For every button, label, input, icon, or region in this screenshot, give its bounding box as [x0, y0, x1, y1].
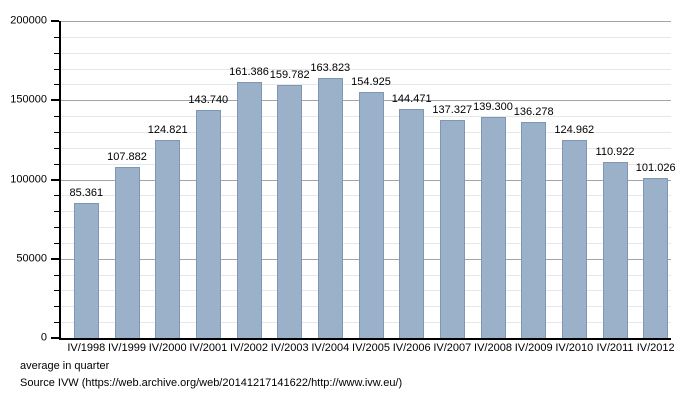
- chart-note: average in quarter: [20, 360, 110, 372]
- bar: [73, 202, 99, 338]
- bar: [602, 162, 628, 338]
- y-axis-minor-tick: [54, 131, 59, 133]
- x-axis-tick-label: IV/2008: [474, 342, 512, 354]
- x-axis-tick-label: IV/1999: [108, 342, 146, 354]
- bar: [317, 78, 343, 338]
- major-gridline: [61, 21, 671, 22]
- y-axis-minor-tick: [54, 242, 59, 244]
- bar-value-label: 101.026: [635, 161, 676, 174]
- y-axis-minor-tick: [54, 147, 59, 149]
- bar: [155, 140, 181, 338]
- y-axis-tick-label: 150000: [10, 93, 47, 106]
- x-axis-tick-label: IV/2007: [433, 342, 472, 354]
- bar-value-label: 110.922: [595, 146, 635, 159]
- y-axis-minor-tick: [54, 211, 59, 213]
- chart-source: Source IVW (https://web.archive.org/web/…: [20, 377, 403, 389]
- bar: [480, 117, 506, 338]
- x-axis-tick-label: IV/2002: [230, 342, 268, 354]
- minor-gridline: [61, 68, 671, 70]
- bar: [439, 120, 465, 338]
- bar-value-label: 163.823: [310, 62, 351, 75]
- bar-value-label: 124.821: [147, 124, 188, 137]
- bar-value-label: 137.327: [432, 104, 473, 117]
- bar-value-label: 143.740: [188, 94, 229, 107]
- minor-gridline: [61, 36, 671, 38]
- minor-gridline: [61, 52, 671, 54]
- x-axis-tick-label: IV/1998: [67, 342, 106, 354]
- minor-gridline: [61, 84, 671, 86]
- bar: [561, 139, 587, 338]
- y-axis-major-tick: [51, 20, 59, 22]
- y-axis-minor-tick: [54, 195, 59, 197]
- y-axis: 0 50000 100000 150000 200000: [0, 15, 59, 343]
- x-axis-tick-label: IV/2003: [270, 342, 309, 354]
- x-axis-tick-label: IV/2005: [352, 342, 390, 354]
- y-axis-major-tick: [51, 257, 59, 260]
- x-axis-tick-label: IV/2010: [555, 342, 594, 354]
- x-axis-tick-label: IV/2012: [636, 342, 675, 354]
- y-axis-minor-tick: [54, 116, 59, 118]
- y-axis-major-tick: [51, 337, 59, 339]
- y-axis-minor-tick: [54, 274, 59, 276]
- x-axis-tick-label: IV/2006: [392, 342, 431, 354]
- y-axis-tick-label: 200000: [10, 14, 47, 27]
- y-axis-major-tick: [51, 99, 59, 102]
- x-axis: IV/1998 IV/1999 IV/2000 IV/2001 IV/2002 IV/20…: [61, 342, 674, 357]
- bar-value-label: 159.782: [269, 68, 310, 81]
- y-axis-tick-label: 0: [40, 331, 47, 344]
- y-axis-minor-tick: [54, 36, 59, 38]
- x-axis-tick-label: IV/2011: [596, 342, 634, 354]
- bar-value-label: 107.882: [107, 151, 147, 163]
- y-axis-major-tick: [51, 178, 59, 181]
- y-axis-minor-tick: [54, 290, 59, 292]
- y-axis-tick-label: 50000: [16, 252, 47, 265]
- bar: [521, 122, 547, 338]
- y-axis-minor-tick: [54, 84, 59, 86]
- bar: [195, 110, 221, 338]
- bar-value-label: 161.386: [229, 66, 269, 79]
- x-axis-tick-label: IV/2001: [189, 342, 228, 354]
- y-axis-minor-tick: [54, 322, 59, 324]
- bar: [114, 167, 140, 338]
- bar: [358, 92, 384, 338]
- y-axis-minor-tick: [54, 52, 59, 54]
- x-axis-tick-label: IV/2000: [148, 342, 187, 354]
- y-axis-tick-label: 100000: [10, 173, 47, 185]
- bar-value-label: 124.962: [554, 123, 595, 136]
- bar: [277, 84, 303, 338]
- bar-value-label: 144.471: [391, 93, 432, 105]
- bar-value-label: 85.361: [69, 186, 104, 199]
- plot-area: 85.361 107.882 124.821 143.740 161.386 159.78…: [59, 21, 676, 340]
- bar-value-label: 139.300: [473, 101, 513, 114]
- y-axis-minor-tick: [54, 227, 59, 229]
- chart-footer: average in quarter Source IVW (https://w…: [20, 361, 402, 389]
- y-axis-minor-tick: [54, 306, 59, 308]
- bar: [399, 109, 425, 338]
- x-axis-tick-label: IV/2009: [514, 342, 553, 354]
- bar-value-label: 136.278: [513, 106, 554, 118]
- y-axis-minor-tick: [54, 68, 59, 70]
- x-axis-tick-label: IV/2004: [311, 342, 350, 354]
- bar: [643, 177, 669, 338]
- bar-value-label: 154.925: [351, 76, 391, 89]
- bar: [236, 82, 262, 338]
- y-axis-minor-tick: [54, 163, 59, 165]
